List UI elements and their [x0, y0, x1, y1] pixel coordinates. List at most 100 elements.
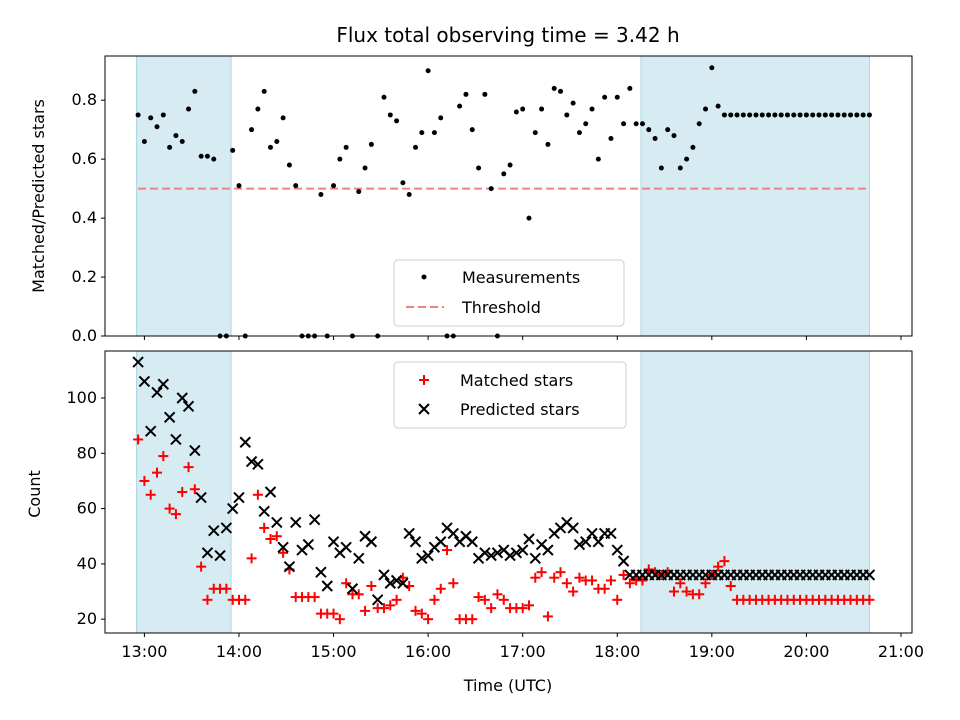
data-point	[381, 94, 387, 100]
data-point	[173, 133, 179, 139]
matched-star-point	[145, 489, 156, 500]
data-point	[293, 183, 299, 189]
matched-star-point	[713, 561, 724, 572]
data-point	[532, 130, 538, 136]
matched-star-point	[498, 594, 509, 605]
predicted-star-point	[176, 392, 188, 404]
predicted-star-point	[592, 536, 605, 548]
data-point	[791, 112, 797, 118]
legend-marker-measurements	[421, 274, 427, 280]
predicted-star-point	[485, 549, 497, 562]
data-point	[766, 112, 772, 118]
predicted-star-point	[567, 522, 579, 534]
data-point	[186, 106, 192, 112]
matched-star-point	[448, 578, 459, 589]
data-point	[526, 215, 532, 221]
x-tick-label: 20:00	[783, 642, 829, 661]
predicted-star-point	[258, 505, 270, 518]
x-tick-label: 17:00	[500, 642, 546, 661]
y-tick-label: 100	[66, 388, 97, 407]
predicted-star-point	[132, 356, 144, 368]
legend-label-measurements: Measurements	[462, 268, 580, 287]
data-point	[715, 103, 721, 109]
data-point	[639, 121, 645, 127]
predicted-star-point	[308, 513, 321, 526]
predicted-star-point	[403, 527, 415, 540]
y-tick-label: 0.0	[72, 326, 97, 345]
data-point	[803, 112, 809, 118]
predicted-star-point	[504, 549, 516, 562]
predicted-star-point	[378, 569, 390, 581]
x-axis-label: Time (UTC)	[463, 676, 552, 695]
predicted-star-point	[863, 569, 876, 581]
data-point	[394, 118, 400, 124]
matched-star-point	[309, 592, 320, 603]
predicted-star-point	[321, 580, 333, 592]
data-point	[866, 112, 872, 118]
legend-box	[393, 259, 625, 327]
data-point	[236, 183, 242, 189]
predicted-star-point	[170, 433, 182, 446]
legend-marker-predicted	[418, 403, 430, 415]
matched-star-point	[341, 578, 352, 589]
predicted-star-point	[542, 544, 554, 556]
matched-star-point	[385, 600, 396, 611]
matched-star-point	[177, 487, 188, 497]
predicted-star-point	[182, 400, 195, 413]
x-tick-label: 21:00	[878, 642, 924, 661]
predicted-star-point	[466, 536, 478, 548]
predicted-star-point	[435, 536, 447, 548]
data-point	[784, 112, 790, 118]
predicted-star-point	[605, 527, 617, 540]
data-point	[703, 106, 709, 112]
matched-star-point	[183, 462, 194, 473]
data-point	[192, 88, 198, 94]
bottom-panel: 20 40 60 80 100 13:00 14:00 15:00 16:00 17:00 18:0…	[66, 350, 924, 661]
data-point	[848, 112, 854, 118]
matched-star-point	[366, 581, 377, 591]
data-point	[476, 165, 482, 171]
matched-star-point	[549, 572, 560, 583]
data-point	[652, 136, 658, 142]
data-point	[230, 147, 236, 153]
x-tick-label: 13:00	[121, 642, 167, 661]
predicted-star-point	[214, 549, 226, 562]
data-point	[204, 153, 210, 159]
data-point	[211, 156, 217, 162]
matched-star-point	[668, 586, 679, 597]
matched-star-point	[473, 592, 484, 603]
y-tick-label: 0.8	[72, 90, 97, 109]
predicted-star-point	[327, 536, 340, 548]
matched-star-point	[523, 600, 534, 611]
data-point	[431, 130, 437, 136]
axes-frame	[104, 350, 913, 634]
data-point	[608, 136, 614, 142]
predicted-star-point	[529, 552, 542, 565]
predicted-star-point	[277, 541, 289, 554]
predicted-star-point	[315, 566, 327, 578]
predicted-star-point	[226, 502, 239, 515]
matched-star-point	[271, 531, 282, 542]
predicted-star-point	[208, 524, 220, 537]
predicted-star-point	[201, 547, 214, 559]
predicted-star-point	[145, 425, 157, 437]
predicted-star-point	[409, 536, 422, 548]
predicted-star-point	[422, 549, 434, 562]
matched-star-point	[259, 522, 270, 533]
y-tick-label: 60	[77, 499, 97, 518]
predicted-star-point	[586, 527, 598, 540]
matched-star-point	[164, 503, 175, 514]
matched-star-point	[530, 572, 541, 583]
bottom-y-axis-label: Count	[25, 470, 44, 518]
data-point	[576, 130, 582, 136]
matched-star-point	[328, 608, 339, 619]
predicted-star-point	[195, 491, 207, 504]
predicted-star-point	[523, 533, 535, 545]
data-point	[589, 106, 595, 112]
predicted-star-point	[233, 491, 245, 504]
matched-star-point	[479, 594, 490, 605]
data-point	[255, 106, 261, 112]
data-point	[356, 189, 362, 195]
predicted-star-point	[447, 527, 460, 540]
